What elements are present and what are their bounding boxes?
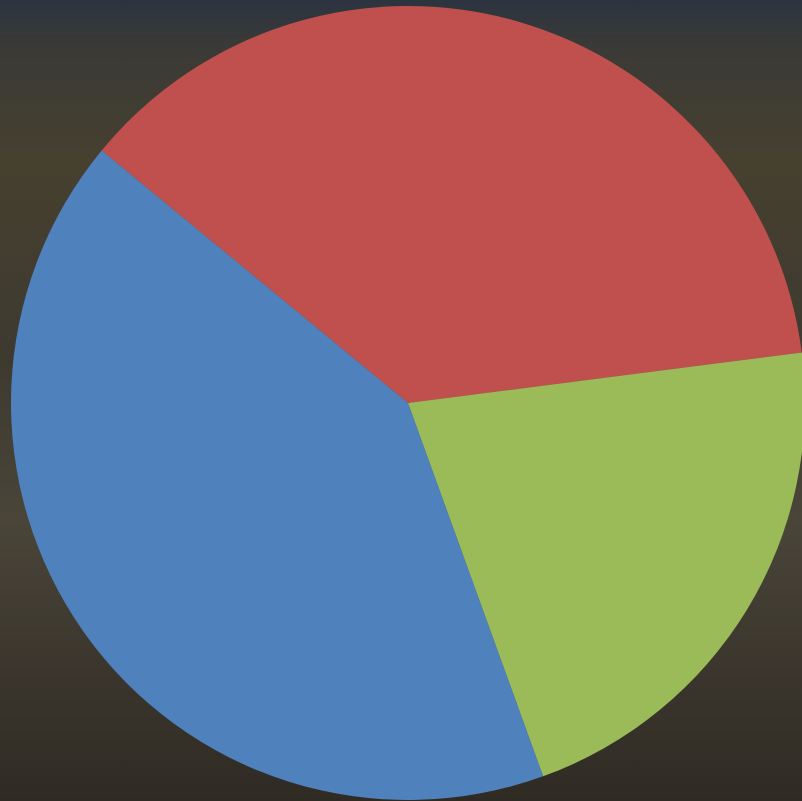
pie-slice bbox=[10, 150, 544, 800]
pie-slice bbox=[101, 5, 802, 403]
pie-slice bbox=[408, 352, 802, 777]
